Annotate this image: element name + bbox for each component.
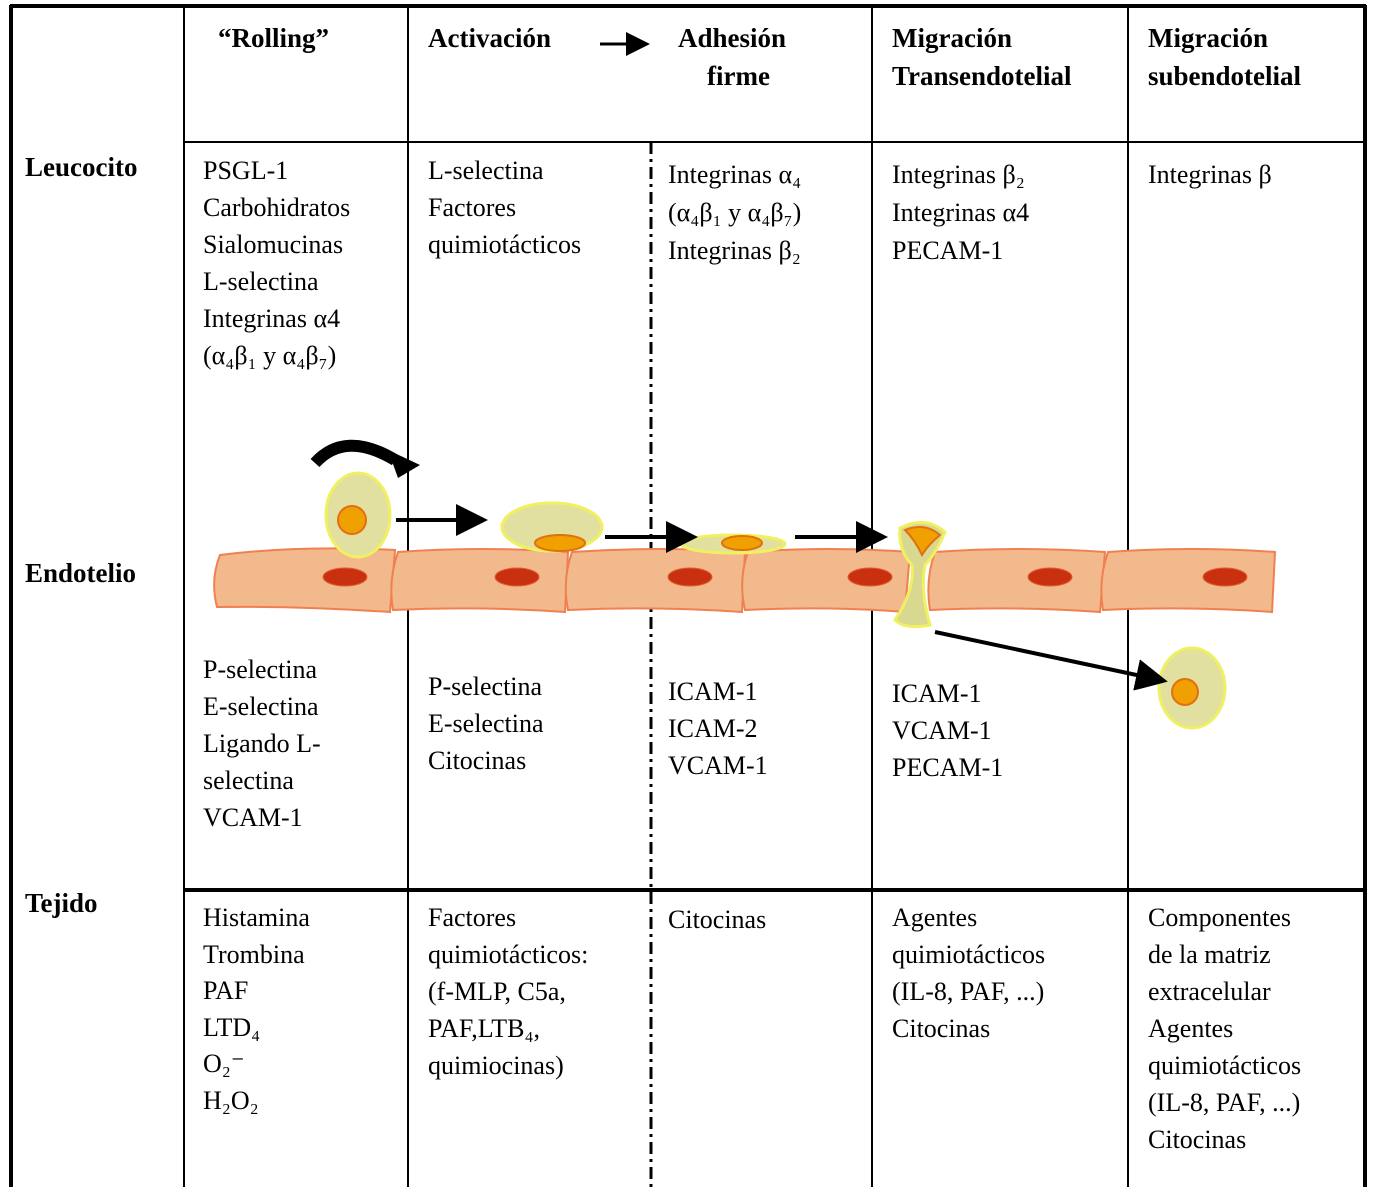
cell-text: (f-MLP, C5a, (428, 977, 566, 1006)
cell-text: Trombina (203, 939, 305, 969)
cell-text: PAF,LTB₄, (428, 1014, 541, 1043)
cell-text: P-selectina (428, 672, 543, 701)
cell-text: Agentes (892, 903, 978, 932)
cell-text: Agentes (1148, 1014, 1234, 1043)
cell-text: P-selectina (203, 655, 318, 684)
cell-text: VCAM-1 (203, 803, 303, 832)
cell-text: Integrinas β (1148, 160, 1272, 189)
cell-text: selectina (203, 766, 294, 795)
row-label: Leucocito (25, 152, 138, 182)
cell-text: Carbohidratos (203, 193, 351, 222)
cell-text: ICAM-1 (892, 679, 982, 708)
cell-text: (α₄β₁ y α₄β₇) (668, 198, 802, 227)
endothelium (213, 547, 1277, 614)
cell-text: (IL-8, PAF, ...) (892, 977, 1045, 1006)
cell-text: ICAM-1 (668, 677, 758, 706)
cell-text: Citocinas (668, 905, 767, 934)
row-label: Tejido (25, 888, 98, 918)
column-header: firme (707, 61, 770, 91)
cell-text: L-selectina (428, 156, 544, 185)
cell-text: E-selectina (428, 709, 544, 738)
cell-text: (IL-8, PAF, ...) (1148, 1088, 1301, 1117)
cell-text: quimiotácticos (892, 940, 1046, 969)
cell-text: Citocinas (1148, 1125, 1247, 1154)
cell-text: quimiocinas) (428, 1051, 564, 1080)
cell-text: VCAM-1 (668, 751, 768, 780)
arrows (310, 439, 1168, 691)
cell-text: O₂⁻ (203, 1049, 245, 1078)
column-header: Adhesión (678, 23, 787, 53)
cell-text: Sialomucinas (203, 230, 344, 259)
column-header: Transendotelial (892, 61, 1072, 91)
cell-text: E-selectina (203, 692, 319, 721)
cell-text: Integrinas β₂ (892, 160, 1025, 189)
cell-text: LTD₄ (203, 1012, 261, 1042)
cell-text: Componentes (1148, 903, 1291, 932)
column-header: Activación (428, 23, 551, 53)
row-label: Endotelio (25, 558, 137, 588)
cell-text: PSGL-1 (203, 156, 289, 185)
column-header: “Rolling” (218, 23, 330, 53)
cell-text: Histamina (203, 903, 310, 932)
cell-text: (α₄β₁ y α₄β₇) (203, 341, 337, 370)
column-header: subendotelial (1148, 61, 1302, 91)
cell-text: Ligando L- (203, 729, 321, 758)
leukocytes (324, 471, 1227, 730)
column-header: Migración (1148, 23, 1268, 53)
cell-text: PECAM-1 (892, 236, 1004, 265)
cell-text: L-selectina (203, 267, 319, 296)
cell-text: Integrinas α4 (892, 198, 1030, 227)
column-header: Migración (892, 23, 1012, 53)
cell-text: quimiotácticos (428, 230, 582, 259)
cell-text: Integrinas α4 (203, 304, 341, 333)
cell-text: Citocinas (892, 1014, 991, 1043)
cell-text: ICAM-2 (668, 714, 758, 743)
cell-text: de la matriz (1148, 940, 1271, 969)
cell-text: quimiotácticos (1148, 1051, 1302, 1080)
cell-text: extracelular (1148, 977, 1271, 1006)
cell-text: VCAM-1 (892, 716, 992, 745)
cell-text: PECAM-1 (892, 753, 1004, 782)
cell-text: Citocinas (428, 746, 527, 775)
cell-text: H₂O₂ (203, 1085, 259, 1115)
cell-text: Factores (428, 193, 517, 222)
cell-text: PAF (203, 976, 249, 1005)
cell-text: Integrinas β₂ (668, 236, 801, 265)
cell-text: quimiotácticos: (428, 940, 589, 969)
cell-text: Factores (428, 903, 517, 932)
cell-text: Integrinas α₄ (668, 160, 802, 189)
